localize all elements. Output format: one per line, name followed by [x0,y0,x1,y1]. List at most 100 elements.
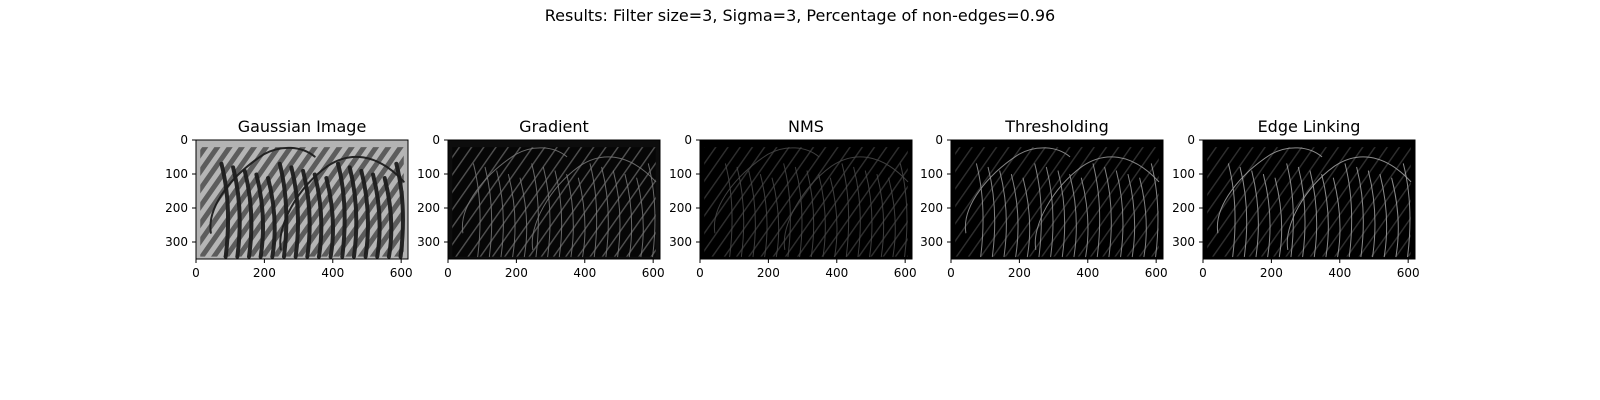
image-edge-stroke [1332,177,1341,258]
panel-edge-linking: Edge Linking 0 200 400 600 0 100 200 300 [1172,117,1420,280]
image-edge-stroke [818,174,826,258]
y-tick-label: 200 [417,201,440,215]
image-edge-stroke [783,163,791,258]
image-edge-stroke [999,170,1007,258]
x-tick-label: 600 [1145,266,1168,280]
x-tick-label: 400 [321,266,344,280]
image-edge-stroke [242,168,254,259]
image-edge-stroke [461,147,568,234]
image-edge-stroke [647,163,656,258]
image-edge-stroke [1127,174,1136,258]
image-edge-stroke [1367,170,1376,258]
x-tick-label: 600 [642,266,665,280]
gradient-magnitude-zebras [448,140,660,259]
edge-texture [955,147,1159,257]
image-edge-stroke [759,174,768,258]
image-edge-stroke [1262,174,1271,258]
image-edge-stroke [1034,156,1160,250]
y-tick-label: 100 [165,167,188,181]
y-tick-label: 100 [669,167,692,181]
image-edge-stroke [1402,163,1411,258]
image-edge-stroke [783,156,909,250]
y-tick-label: 300 [1172,235,1195,249]
axes-frame [950,139,1164,260]
y-tick-label: 200 [669,201,692,215]
figure-suptitle: Results: Filter size=3, Sigma=3, Percent… [544,6,1056,25]
y-tick-label: 300 [165,235,188,249]
image-edge-stroke [1150,163,1159,258]
y-tick-label: 300 [669,235,692,249]
image-edge-stroke [531,156,657,250]
image-edge-stroke [289,165,301,259]
image-edge-stroke [853,166,861,258]
image-edge-stroke [841,163,850,258]
edge-texture [452,147,656,257]
image-edge-stroke [1034,163,1042,258]
axes-frame [699,139,913,260]
panel-title: Thresholding [1004,117,1109,136]
image-edge-stroke [266,176,277,259]
x-tick-label: 200 [1260,266,1283,280]
image-edge-stroke [1139,177,1147,258]
y-tick-label: 200 [920,201,943,215]
image-edge-stroke [231,165,242,259]
panel-thresholding: Thresholding 0 200 400 600 0 100 200 300 [920,117,1168,280]
image-edge-stroke [219,161,231,259]
panel-gradient: Gradient 0 200 400 600 0 100 200 300 [417,117,665,280]
image-edge-stroke [359,168,370,259]
image-edge-stroke [371,172,382,259]
x-tick-label: 0 [696,266,704,280]
y-tick-label: 200 [165,201,188,215]
x-tick-label: 0 [444,266,452,280]
x-tick-label: 400 [573,266,596,280]
image-edge-stroke [964,147,1071,234]
image-edge-stroke [519,177,528,258]
image-edge-stroke [1045,166,1054,258]
panel-nms: NMS 0 200 400 600 0 100 200 300 [669,117,917,280]
x-tick-label: 600 [390,266,413,280]
y-tick-label: 300 [920,235,943,249]
image-edge-stroke [531,163,539,258]
image-edge-stroke [554,170,563,258]
image-edge-stroke [1057,170,1066,258]
y-tick-label: 0 [935,133,943,147]
image-edge-stroke [1286,156,1412,250]
y-tick-label: 100 [920,167,943,181]
image-edge-stroke [496,170,504,258]
image-edge-stroke [507,174,516,258]
image-edge-stroke [1309,170,1318,258]
linked-edges-zebras [1203,140,1415,259]
image-edge-stroke [1069,174,1077,258]
y-tick-label: 0 [684,133,692,147]
x-tick-label: 200 [253,266,276,280]
zebra-stripe-texture [200,147,404,257]
y-tick-label: 200 [1172,201,1195,215]
x-tick-label: 200 [757,266,780,280]
image-edge-stroke [577,177,586,258]
x-tick-label: 0 [947,266,955,280]
image-edge-stroke [975,163,984,258]
image-edge-stroke [347,165,359,259]
image-edge-stroke [612,170,621,258]
image-edge-stroke [254,172,266,259]
x-tick-label: 200 [505,266,528,280]
image-edge-stroke [1391,177,1399,258]
image-edge-stroke [987,166,996,258]
image-edge-stroke [713,147,820,234]
image-edge-stroke [636,177,644,258]
panel-title: NMS [788,117,824,136]
x-tick-label: 600 [1397,266,1420,280]
image-edge-stroke [724,163,733,258]
x-tick-label: 0 [192,266,200,280]
image-edge-stroke [394,161,405,259]
image-edge-stroke [279,155,405,251]
x-tick-label: 400 [1328,266,1351,280]
y-tick-label: 100 [417,167,440,181]
image-edge-stroke [1010,174,1019,258]
x-tick-label: 200 [1008,266,1031,280]
image-edge-stroke [1251,170,1259,258]
image-edge-stroke [472,163,481,258]
image-edge-stroke [1274,177,1283,258]
image-edge-stroke [1239,166,1248,258]
